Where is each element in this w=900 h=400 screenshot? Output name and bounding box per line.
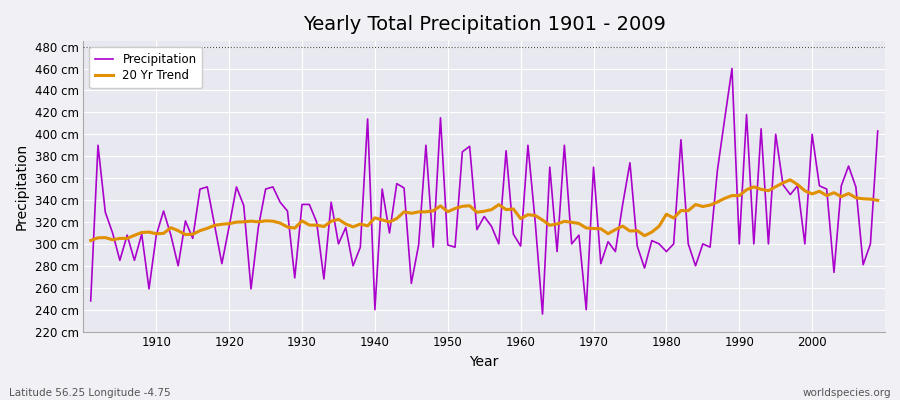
20 Yr Trend [785, 178, 796, 182]
20 Yr Trend [347, 224, 358, 229]
20 Yr Trend [304, 223, 315, 228]
20 Yr Trend [515, 216, 526, 221]
Precipitation [610, 249, 621, 254]
20 Yr Trend [603, 231, 614, 236]
Precipitation [86, 298, 96, 303]
Legend: Precipitation, 20 Yr Trend: Precipitation, 20 Yr Trend [89, 47, 202, 88]
Line: 20 Yr Trend: 20 Yr Trend [91, 180, 878, 240]
20 Yr Trend [508, 206, 518, 211]
Precipitation [508, 232, 518, 236]
Precipitation [347, 264, 358, 268]
Precipitation [515, 244, 526, 248]
Text: Latitude 56.25 Longitude -4.75: Latitude 56.25 Longitude -4.75 [9, 388, 171, 398]
X-axis label: Year: Year [470, 355, 499, 369]
20 Yr Trend [144, 230, 155, 234]
Line: Precipitation: Precipitation [91, 68, 878, 314]
Y-axis label: Precipitation: Precipitation [15, 143, 29, 230]
Precipitation [537, 312, 548, 316]
Precipitation [726, 66, 737, 71]
20 Yr Trend [86, 238, 96, 243]
Precipitation [872, 128, 883, 133]
Title: Yearly Total Precipitation 1901 - 2009: Yearly Total Precipitation 1901 - 2009 [302, 15, 666, 34]
Precipitation [304, 202, 315, 207]
Text: worldspecies.org: worldspecies.org [803, 388, 891, 398]
Precipitation [144, 286, 155, 291]
20 Yr Trend [872, 198, 883, 203]
